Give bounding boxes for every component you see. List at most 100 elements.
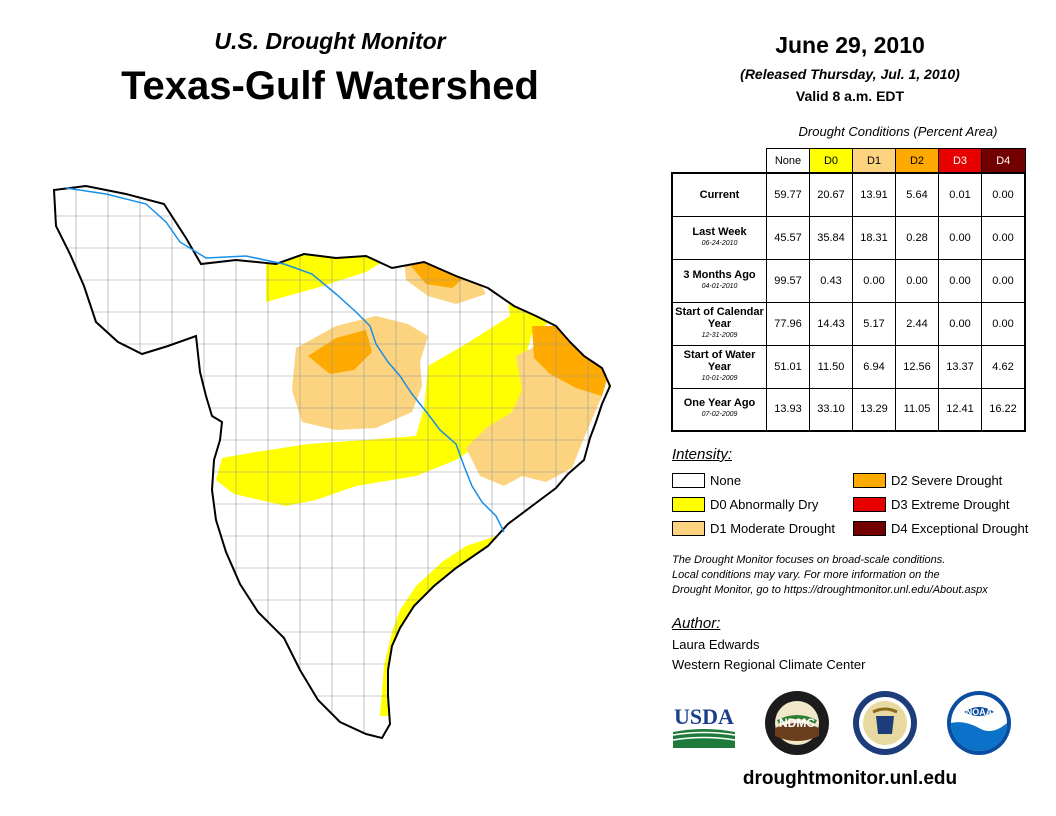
column-header-d0: D0	[809, 148, 853, 174]
commerce-seal-logo	[853, 691, 917, 755]
table-row: Current 59.77 20.67 13.91 5.64 0.01 0.00	[671, 172, 1026, 217]
row-label: 3 Months Ago 04-01-2010	[671, 258, 767, 303]
row-label: Last Week 06-24-2010	[671, 215, 767, 260]
legend-swatch	[853, 520, 886, 536]
website-url[interactable]: droughtmonitor.unl.edu	[742, 768, 958, 789]
table-cell: 13.29	[852, 387, 896, 432]
note-line: The Drought Monitor focuses on broad-sca…	[672, 554, 946, 566]
author-heading: Author:	[672, 615, 721, 632]
legend-item-d4: D4 Exceptional Drought	[853, 518, 1028, 538]
note-line: Drought Monitor, go to https://droughtmo…	[672, 584, 988, 596]
table-cell: 13.37	[938, 344, 982, 389]
release-date: (Released Thursday, Jul. 1, 2010)	[740, 66, 960, 82]
row-date-text: 10-01-2009	[701, 374, 738, 382]
legend-item-d2: D2 Severe Drought	[853, 470, 1028, 490]
table-cell: 20.67	[809, 172, 853, 217]
map-title: Texas-Gulf Watershed	[121, 64, 539, 108]
map-date: June 29, 2010	[775, 32, 925, 58]
row-date-text: 06-24-2010	[701, 239, 738, 247]
author-organization: Western Regional Climate Center	[672, 657, 866, 672]
table-cell: 11.50	[809, 344, 853, 389]
table-cell: 12.56	[895, 344, 939, 389]
legend-label: D1 Moderate Drought	[710, 520, 836, 536]
table-cell: 4.62	[981, 344, 1026, 389]
table-cell: 0.00	[938, 301, 982, 346]
table-cell: 35.84	[809, 215, 853, 260]
ndmc-logo-text: NDMC	[779, 716, 815, 730]
legend-label: D0 Abnormally Dry	[710, 496, 819, 512]
d2-severe-drought-area-east	[532, 326, 608, 396]
table-row: Last Week 06-24-2010 45.57 35.84 18.31 0.28 0.…	[671, 215, 1026, 260]
legend-swatch	[672, 496, 705, 512]
table-cell: 0.00	[852, 258, 896, 303]
row-label: Current	[671, 172, 767, 217]
legend-item-d0: D0 Abnormally Dry	[672, 494, 835, 514]
row-label-text: Start of Calendar Year	[675, 305, 764, 330]
legend-swatch	[853, 496, 886, 512]
table-row: Start of Calendar Year 12-31-2009 77.96 14.…	[671, 301, 1026, 346]
table-header-row: None D0 D1 D2 D3 D4	[672, 148, 1026, 174]
table-cell: 14.43	[809, 301, 853, 346]
row-date-text: 04-01-2010	[701, 282, 738, 290]
noaa-logo-text: NOAA	[966, 707, 993, 717]
row-label-text: 3 Months Ago	[683, 268, 756, 281]
legend-column-left: None D0 Abnormally Dry D1 Moderate Droug…	[672, 470, 835, 538]
legend-item-d1: D1 Moderate Drought	[672, 518, 835, 538]
column-header-d3: D3	[938, 148, 982, 174]
ndmc-logo: NDMC	[765, 691, 829, 755]
d2-severe-drought-area-central	[308, 330, 372, 374]
row-label-text: One Year Ago	[683, 397, 756, 410]
row-label-text: Last Week	[692, 225, 747, 238]
legend-item-d3: D3 Extreme Drought	[853, 494, 1028, 514]
table-cell: 0.00	[938, 258, 982, 303]
table-cell: 59.77	[766, 172, 810, 217]
table-cell: 0.00	[981, 172, 1026, 217]
table-cell: 0.00	[981, 215, 1026, 260]
table-cell: 13.91	[852, 172, 896, 217]
legend-swatch	[672, 472, 705, 488]
map-subtitle: U.S. Drought Monitor	[214, 28, 446, 54]
row-date-text: 12-31-2009	[701, 331, 738, 339]
column-header-d1: D1	[852, 148, 896, 174]
legend-label: D4 Exceptional Drought	[891, 520, 1029, 536]
column-header-none: None	[766, 148, 810, 174]
table-row: 3 Months Ago 04-01-2010 99.57 0.43 0.00 0.00 0…	[671, 258, 1026, 303]
row-label: One Year Ago 07-02-2009	[671, 387, 767, 432]
table-cell: 77.96	[766, 301, 810, 346]
table-cell: 0.00	[895, 258, 939, 303]
legend-column-right: D2 Severe Drought D3 Extreme Drought D4 …	[853, 470, 1028, 538]
table-cell: 0.01	[938, 172, 982, 217]
note-line: Local conditions may vary. For more info…	[672, 569, 940, 581]
drought-conditions-table: None D0 D1 D2 D3 D4 Current 59.77 20.67 13.91 5.6…	[671, 148, 1026, 432]
row-label: Start of Water Year 10-01-2009	[671, 344, 767, 389]
valid-time: Valid 8 a.m. EDT	[795, 88, 905, 104]
disclaimer-note: The Drought Monitor focuses on broad-sca…	[672, 553, 1052, 598]
table-cell: 13.93	[766, 387, 810, 432]
row-date-text: 07-02-2009	[701, 411, 738, 419]
column-header-d2: D2	[895, 148, 939, 174]
table-cell: 5.64	[895, 172, 939, 217]
table-cell: 0.00	[938, 215, 982, 260]
watershed-map	[52, 184, 612, 740]
table-cell: 0.28	[895, 215, 939, 260]
legend-label: None	[710, 472, 742, 488]
author-name: Laura Edwards	[672, 637, 760, 652]
table-row: One Year Ago 07-02-2009 13.93 33.10 13.29 11.…	[671, 387, 1026, 432]
table-cell: 6.94	[852, 344, 896, 389]
legend-label: D2 Severe Drought	[891, 472, 1003, 488]
table-cell: 33.10	[809, 387, 853, 432]
usda-logo-text: USDA	[674, 704, 734, 729]
table-row: Start of Water Year 10-01-2009 51.01 11.50 6…	[671, 344, 1026, 389]
legend-title: Intensity:	[672, 446, 733, 463]
table-cell: 0.43	[809, 258, 853, 303]
usda-logo: USDA	[672, 704, 736, 748]
legend-item-none: None	[672, 470, 835, 490]
table-cell: 99.57	[766, 258, 810, 303]
river	[65, 187, 505, 533]
row-label-text: Start of Water Year	[683, 348, 756, 373]
legend-swatch	[672, 520, 705, 536]
table-cell: 45.57	[766, 215, 810, 260]
legend-swatch	[853, 472, 886, 488]
table-caption: Drought Conditions (Percent Area)	[798, 124, 998, 139]
legend-label: D3 Extreme Drought	[891, 496, 1010, 512]
